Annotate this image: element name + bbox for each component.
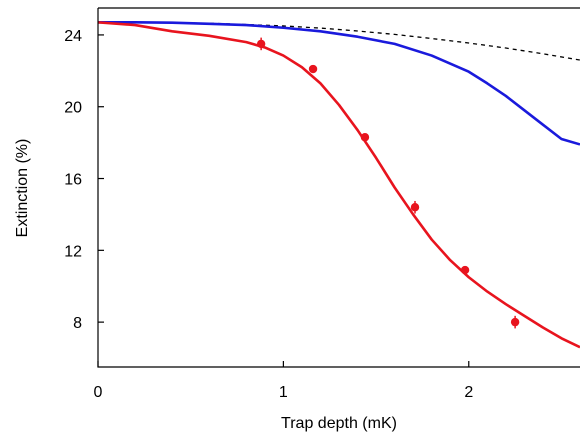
- point-marker: [510, 317, 520, 327]
- red-fit-curve: [98, 21, 580, 349]
- y-tick-label: 8: [73, 315, 82, 332]
- x-axis-title: Trap depth (mK): [281, 415, 397, 432]
- point-marker: [256, 39, 266, 49]
- plot-frame: [97, 7, 580, 368]
- data-point: [460, 265, 470, 275]
- dashed-curve: [98, 21, 580, 61]
- x-tick-label: 0: [94, 384, 103, 401]
- point-marker: [460, 265, 470, 275]
- data-point: [510, 315, 520, 329]
- blue-curve: [98, 21, 580, 146]
- data-point: [410, 200, 420, 214]
- y-tick-label: 20: [64, 100, 82, 117]
- x-tick-label: 2: [464, 384, 473, 401]
- y-tick-label: 16: [64, 172, 82, 189]
- data-point: [308, 64, 318, 74]
- series-layer: [98, 21, 580, 349]
- y-axis-title: Extinction (%): [14, 139, 31, 238]
- point-marker: [308, 64, 318, 74]
- data-point: [360, 133, 370, 142]
- y-tick-label: 24: [64, 28, 82, 45]
- point-marker: [360, 133, 370, 142]
- point-marker: [410, 203, 420, 212]
- data-point: [256, 37, 266, 51]
- y-tick-label: 12: [64, 243, 82, 260]
- x-tick-label: 1: [279, 384, 288, 401]
